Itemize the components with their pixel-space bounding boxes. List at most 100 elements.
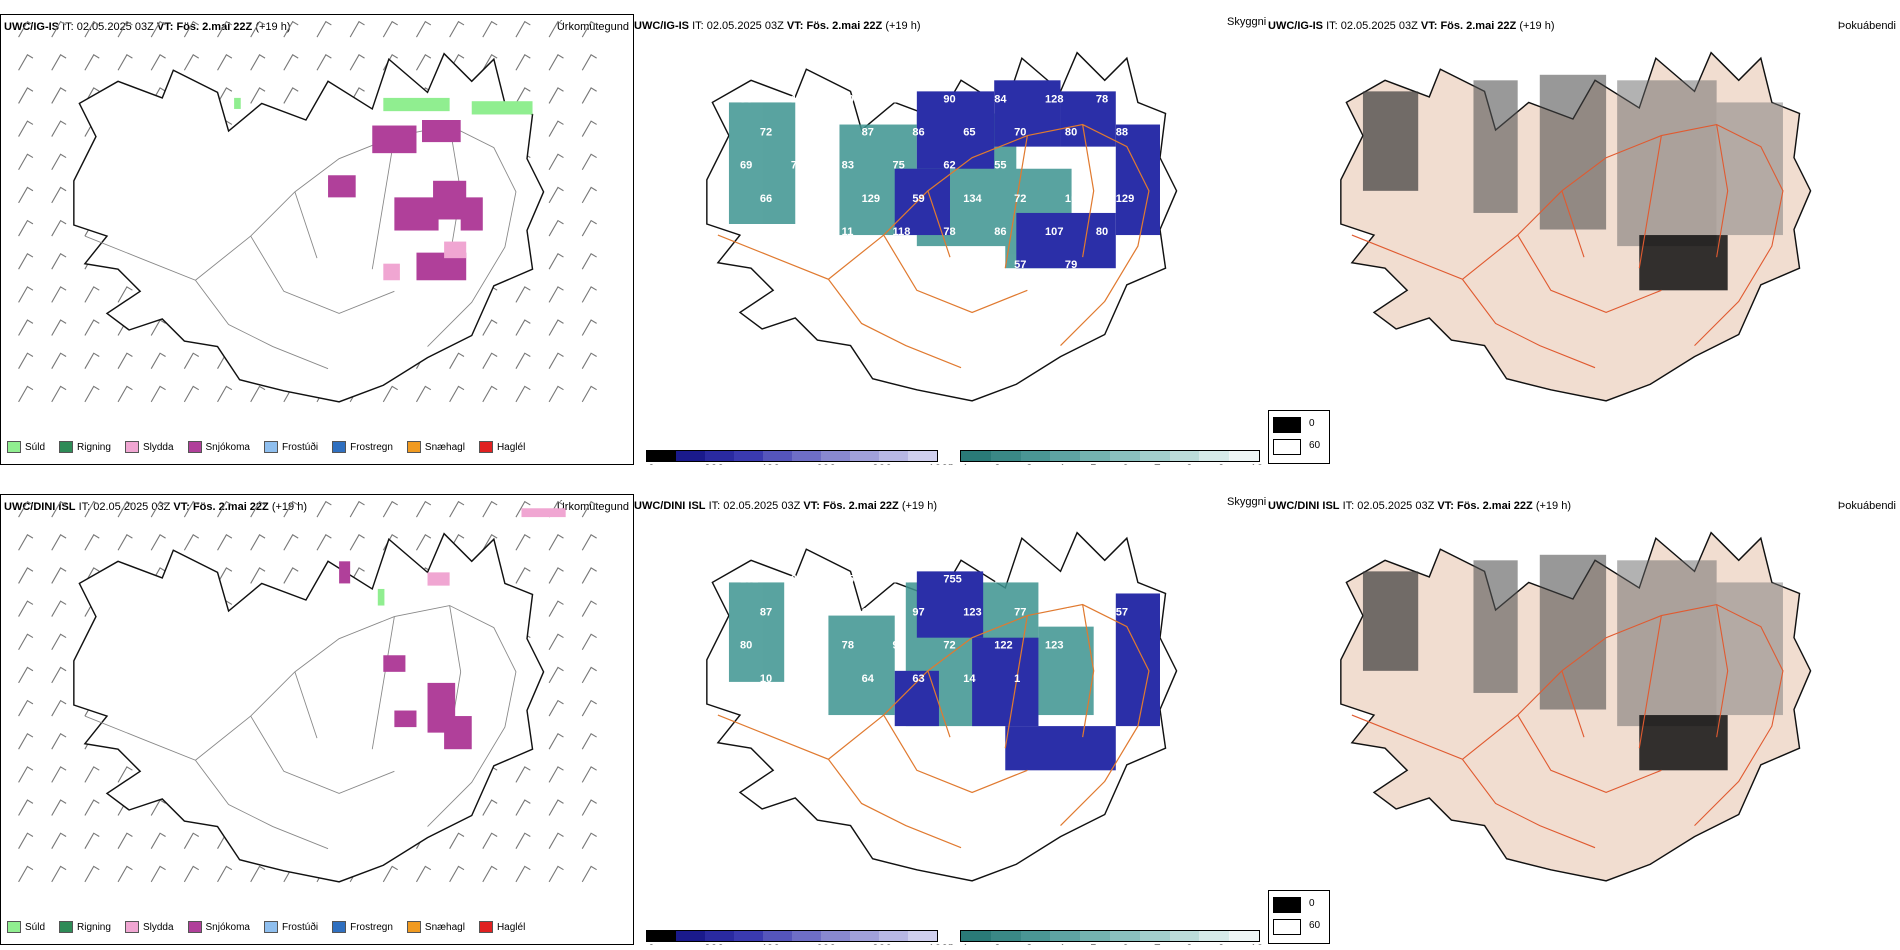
legend-item: Snjókoma xyxy=(187,441,250,453)
wind-barb xyxy=(581,633,597,651)
cloud-height-label: 79 xyxy=(1065,259,1077,271)
lead-time: (+19 h) xyxy=(901,500,937,512)
wind-barb xyxy=(415,385,432,403)
cloud-map: 96 156 50 20 90 84 128 78 72 65 87 86 65 70 80 88 69 72 83… xyxy=(706,51,1178,402)
fog-panel-bottom: UWC/DINI ISL IT: 02.05.2025 03Z VT: Fös.… xyxy=(1268,494,1900,945)
legend-label: Snjókoma xyxy=(205,921,250,933)
colorbar-tick: 1 xyxy=(962,942,969,945)
cloud-height-label: 203 xyxy=(912,259,930,271)
fog-label: 60 xyxy=(1309,440,1321,451)
wind-barb xyxy=(18,20,34,38)
wind-barb xyxy=(482,385,498,403)
model-name: UWC/IG-IS xyxy=(4,21,59,33)
colorbar-tick: 800 xyxy=(872,942,892,945)
legend-swatch xyxy=(332,441,347,453)
cloud-map: 102 297 75 185 755 12 109 78 87 100 189 97 123 77 165 5… xyxy=(706,531,1178,882)
wind-barb xyxy=(150,832,166,849)
cloud-height-label: 88 xyxy=(1116,127,1128,139)
colorbar-tick: 5 xyxy=(1090,942,1097,945)
fog-map xyxy=(1340,531,1812,882)
colorbar-strip xyxy=(646,450,938,462)
cloud-height-label: 151 xyxy=(740,226,758,238)
legend-item: Frostregn xyxy=(332,441,393,453)
cloud-height-label: 57 xyxy=(1014,259,1026,271)
wind-barb xyxy=(581,534,597,551)
cloud-height-label: 123 xyxy=(1045,640,1063,652)
colorbar-tick: 3 xyxy=(1026,462,1033,465)
wind-barb xyxy=(548,732,564,750)
wind-barb xyxy=(548,219,564,237)
wind-barb xyxy=(183,54,200,71)
cloud-height-label: 72 xyxy=(760,127,772,139)
wind-barb xyxy=(150,385,166,403)
wind-barb xyxy=(515,87,531,104)
colorbar-tick: 7 xyxy=(1154,942,1161,945)
cloud-height-label: 78 xyxy=(1096,573,1108,585)
fog-swatch xyxy=(1273,417,1301,433)
wind-barb xyxy=(548,666,564,684)
colorbar-unit: km xyxy=(948,942,964,945)
colorbar-unit: km xyxy=(948,462,964,465)
panel-title: Úrkomutegund xyxy=(556,21,629,33)
cloud-height-label: 78 xyxy=(842,640,854,652)
cloud-height-label: 96 xyxy=(740,93,752,105)
cloud-height-label: 115 xyxy=(963,259,981,271)
it-label: IT: xyxy=(1326,20,1338,32)
panel-title: Þokuábendi xyxy=(1837,500,1896,512)
colorbar-tick: 8 xyxy=(1186,942,1193,945)
wind-barb xyxy=(117,286,133,303)
colorbar-tick: 4 xyxy=(1058,942,1065,945)
wind-barb xyxy=(581,832,597,849)
wind-barb xyxy=(581,319,597,336)
wind-barb xyxy=(581,186,597,204)
wind-barb xyxy=(316,20,332,38)
wind-barb xyxy=(581,286,597,303)
wind-barb xyxy=(283,500,299,518)
cloud-height-label: 109 xyxy=(1065,193,1083,205)
fog-label: 0 xyxy=(1309,898,1315,909)
wind-barb xyxy=(415,20,432,38)
wind-barb xyxy=(283,87,299,104)
colorbar-tick: 8 xyxy=(1186,462,1193,465)
wind-barb xyxy=(415,865,432,883)
cloud-height-label: 165 xyxy=(1065,607,1083,619)
wind-barb xyxy=(250,865,266,883)
wind-barb xyxy=(515,534,531,551)
wind-barb xyxy=(581,799,597,816)
wind-barb xyxy=(382,20,398,38)
wind-barb xyxy=(382,865,398,883)
wind-barb xyxy=(382,500,398,518)
cloud-height-label: 80 xyxy=(1065,127,1077,139)
colorbar-tick: 4 xyxy=(1058,462,1065,465)
wind-barb xyxy=(548,385,564,403)
wind-barb xyxy=(283,20,299,38)
wind-barb xyxy=(250,20,266,38)
vt-value: Fös. 2.mai 22Z xyxy=(822,500,899,512)
wind-barb xyxy=(449,500,465,518)
cloud-height-label: 86 xyxy=(912,127,924,139)
wind-barb xyxy=(217,385,233,403)
lead-time: (+19 h) xyxy=(1535,500,1571,512)
it-label: IT: xyxy=(692,20,704,32)
wind-barb xyxy=(515,54,531,71)
cloud-height-label: 20 xyxy=(893,93,905,105)
legend-label: Snjókoma xyxy=(205,441,250,453)
wind-barb xyxy=(349,54,365,71)
wind-barb xyxy=(18,120,34,137)
visibility-colorbar: km1 2 3 4 5 6 7 8 9 10 xyxy=(948,450,1266,465)
colorbar-tick: 0 xyxy=(648,462,655,465)
wind-barb xyxy=(581,666,597,684)
colorbar-tick: 0 xyxy=(648,942,655,945)
wind-barb xyxy=(18,352,34,369)
wind-barb xyxy=(117,500,133,518)
wind-barb xyxy=(183,832,200,849)
wind-barb xyxy=(548,252,564,270)
legend-swatch xyxy=(478,921,493,933)
legend-swatch xyxy=(59,921,74,933)
wind-barb xyxy=(18,219,34,237)
model-name: UWC/DINI ISL xyxy=(634,500,706,512)
cloud-height-label: 100 xyxy=(791,640,809,652)
wind-barb xyxy=(515,865,531,883)
wind-barb xyxy=(482,20,498,38)
wind-barb xyxy=(217,534,233,551)
